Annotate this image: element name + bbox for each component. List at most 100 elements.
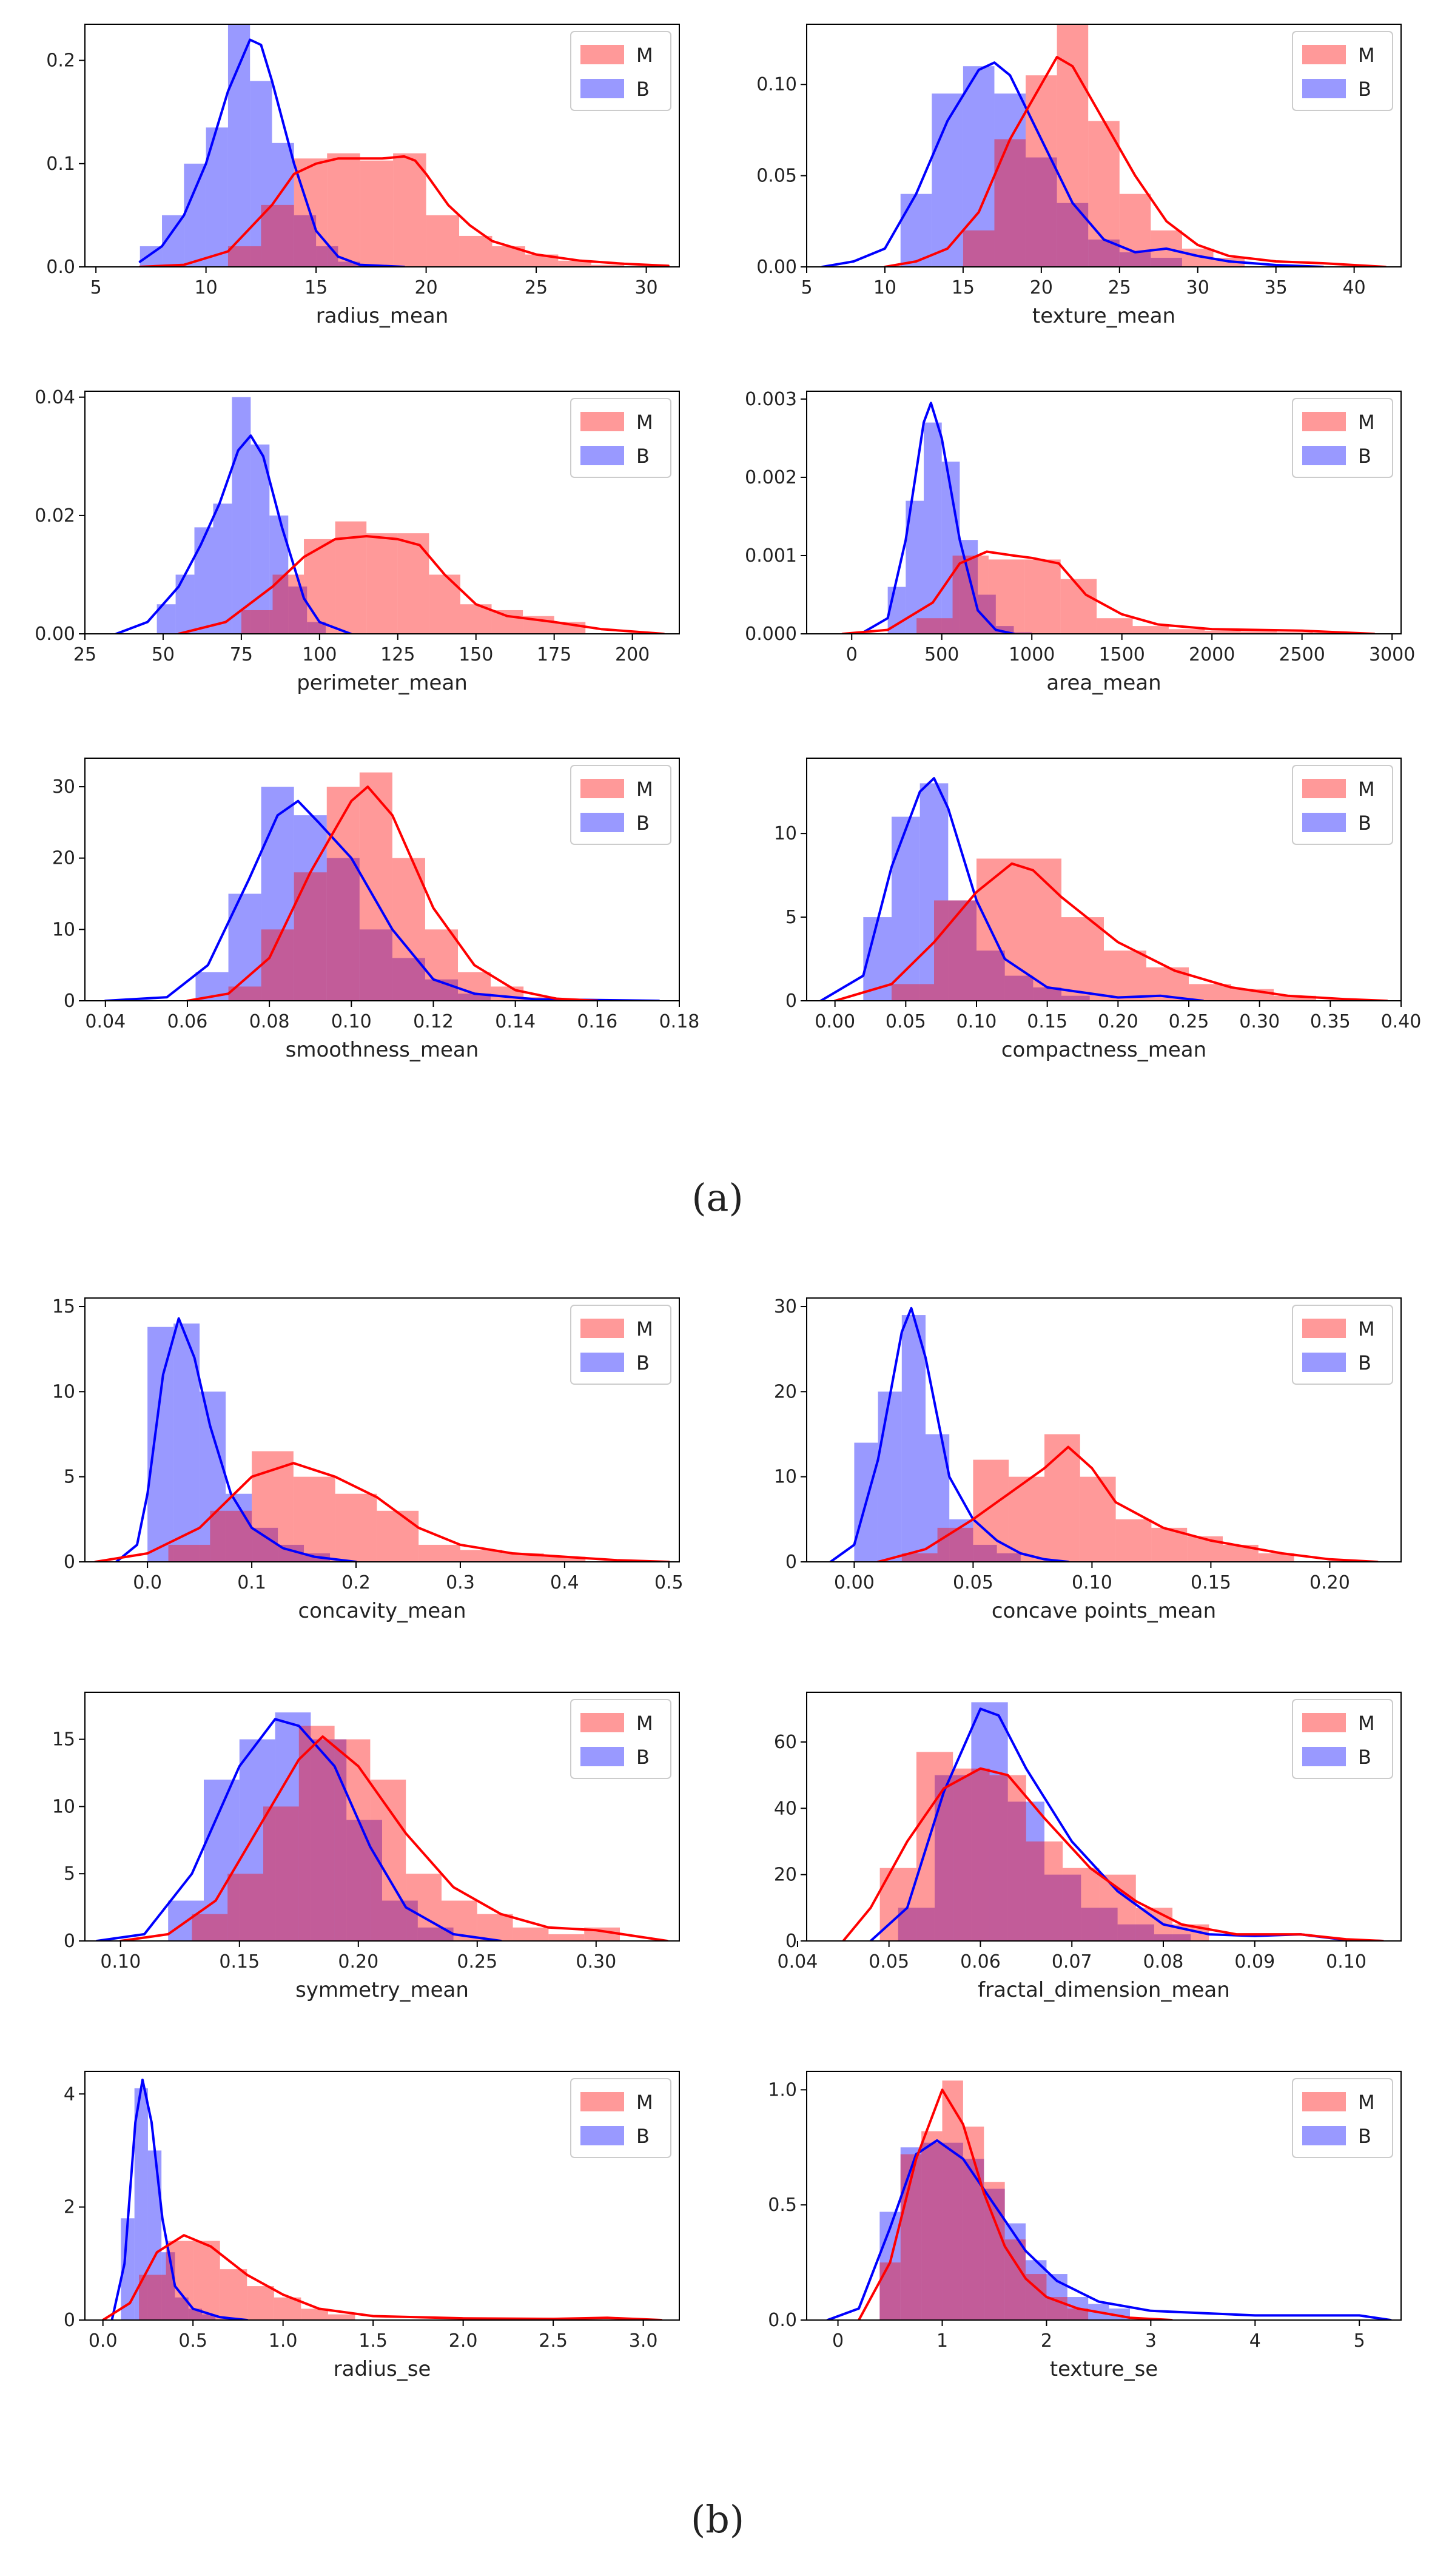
y-tick-label: 20 — [774, 1381, 797, 1402]
plot-area — [819, 777, 1388, 1001]
bar-M-2 — [263, 1806, 299, 1941]
legend-swatch-M — [1302, 45, 1346, 64]
legend-label-B: B — [1358, 445, 1371, 468]
legend-box — [1292, 31, 1393, 111]
x-tick-label: 30 — [1186, 277, 1209, 298]
bar-M-3 — [989, 1775, 1026, 1941]
bar-B-8 — [316, 246, 338, 267]
histogram-M — [227, 153, 625, 267]
kde-line-B — [826, 2139, 1392, 2320]
bar-B-3 — [294, 815, 327, 1001]
bar-M-7 — [460, 1550, 502, 1562]
y-tick-label: 0.02 — [35, 505, 75, 526]
axes-frame — [806, 758, 1402, 1001]
legend-swatch-M — [580, 412, 624, 431]
chart-perimeter_mean: 25 50 75 100 125 150 175 200 0.00 0.02 0.04 perimet… — [35, 387, 680, 695]
axes-frame — [84, 391, 680, 634]
legend-label-M: M — [1358, 778, 1375, 801]
x-tick-label: 3 — [1145, 2330, 1157, 2352]
kde-line-M — [119, 1735, 669, 1941]
bar-B-2 — [239, 1739, 275, 1941]
bar-M-9 — [513, 1927, 549, 1941]
x-tick-label: 0.04 — [85, 1011, 126, 1032]
legend-box — [570, 31, 671, 111]
x-tick-label: 0.12 — [413, 1011, 454, 1032]
x-tick-label: 0.35 — [1310, 1011, 1351, 1032]
legend-swatch-B — [580, 2126, 624, 2145]
x-tick-label: 0.1 — [237, 1572, 266, 1593]
legend-label-B: B — [636, 812, 650, 835]
bar-B-6 — [997, 1553, 1021, 1562]
plot-area — [826, 2080, 1392, 2320]
x-tick-label: 0.09 — [1234, 1951, 1275, 1972]
x-tick-label: 40 — [1343, 277, 1366, 298]
legend-label-B: B — [1358, 78, 1371, 101]
bar-B-6 — [202, 2314, 216, 2320]
bar-B-2 — [919, 783, 949, 1001]
x-tick-label: 0.16 — [577, 1011, 617, 1032]
y-tick-label: 5 — [785, 907, 797, 928]
bar-B-7 — [1013, 632, 1032, 634]
x-tick-label: 25 — [73, 644, 96, 665]
bar-B-5 — [1081, 1908, 1118, 1941]
bar-B-7 — [417, 1927, 454, 1941]
legend-box — [570, 765, 671, 845]
bar-B-4 — [977, 950, 1005, 1001]
x-tick-label: 0.06 — [167, 1011, 208, 1032]
x-tick-label: 35 — [1265, 277, 1288, 298]
x-tick-label: 1500 — [1099, 644, 1145, 665]
x-tick-label: 0 — [832, 2330, 844, 2352]
bar-M-10 — [1277, 632, 1313, 634]
bar-B-0 — [121, 2218, 135, 2320]
bar-B-7 — [1119, 252, 1151, 267]
y-tick-label: 0.04 — [35, 387, 75, 408]
legend-swatch-M — [580, 1319, 624, 1338]
bar-B-7 — [1154, 1934, 1191, 1941]
legend-swatch-B — [1302, 1353, 1346, 1372]
x-tick-label: 75 — [230, 644, 253, 665]
legend-swatch-B — [580, 446, 624, 465]
bar-M-5 — [1063, 1868, 1100, 1941]
legend-swatch-M — [580, 779, 624, 798]
bar-B-7 — [1026, 2260, 1047, 2320]
bar-B-2 — [963, 66, 995, 267]
axes-frame — [84, 1297, 680, 1562]
x-tick-label: 0.40 — [1381, 1011, 1422, 1032]
legend: MB — [1292, 765, 1393, 845]
bar-B-6 — [1033, 987, 1061, 1001]
bar-M-3 — [335, 521, 367, 634]
legend-label-B: B — [636, 445, 650, 468]
bar-B-3 — [213, 503, 232, 634]
bar-M-4 — [360, 160, 394, 267]
y-tick-label: 0 — [64, 1931, 75, 1952]
chart-concave-points_mean: 0.00 0.05 0.10 0.15 0.20 0 10 20 30 concave point… — [774, 1296, 1402, 1623]
bar-M-4 — [334, 1739, 371, 1941]
y-tick-label: 0 — [64, 990, 75, 1012]
bar-M-9 — [1067, 2309, 1089, 2320]
x-tick-label: 125 — [380, 644, 415, 665]
x-tick-label: 0.25 — [1169, 1011, 1209, 1032]
bar-B-5 — [250, 444, 270, 634]
legend-label-M: M — [1358, 411, 1375, 434]
legend: MB — [570, 1699, 671, 1779]
x-axis-label: fractal_dimension_mean — [978, 1978, 1230, 2002]
x-tick-label: 5 — [801, 277, 812, 298]
y-tick-label: 60 — [774, 1732, 797, 1753]
bar-M-2 — [252, 1451, 294, 1562]
x-tick-label: 100 — [302, 644, 337, 665]
kde-line-B — [859, 402, 1015, 634]
y-tick-label: 20 — [774, 1865, 797, 1886]
kde-line-M — [842, 1767, 1384, 1941]
bar-M-3 — [327, 153, 360, 267]
x-tick-label: 5 — [90, 277, 102, 298]
bar-M-6 — [425, 929, 459, 1001]
y-tick-label: 0.5 — [768, 2194, 797, 2216]
bar-B-1 — [175, 574, 195, 634]
legend-swatch-B — [580, 813, 624, 832]
bar-B-5 — [359, 929, 392, 1001]
bar-B-2 — [147, 2150, 162, 2320]
bar-B-1 — [892, 816, 920, 1001]
kde-line-M — [858, 2088, 1173, 2320]
bar-M-3 — [293, 1476, 335, 1562]
x-tick-label: 0.3 — [446, 1572, 475, 1593]
